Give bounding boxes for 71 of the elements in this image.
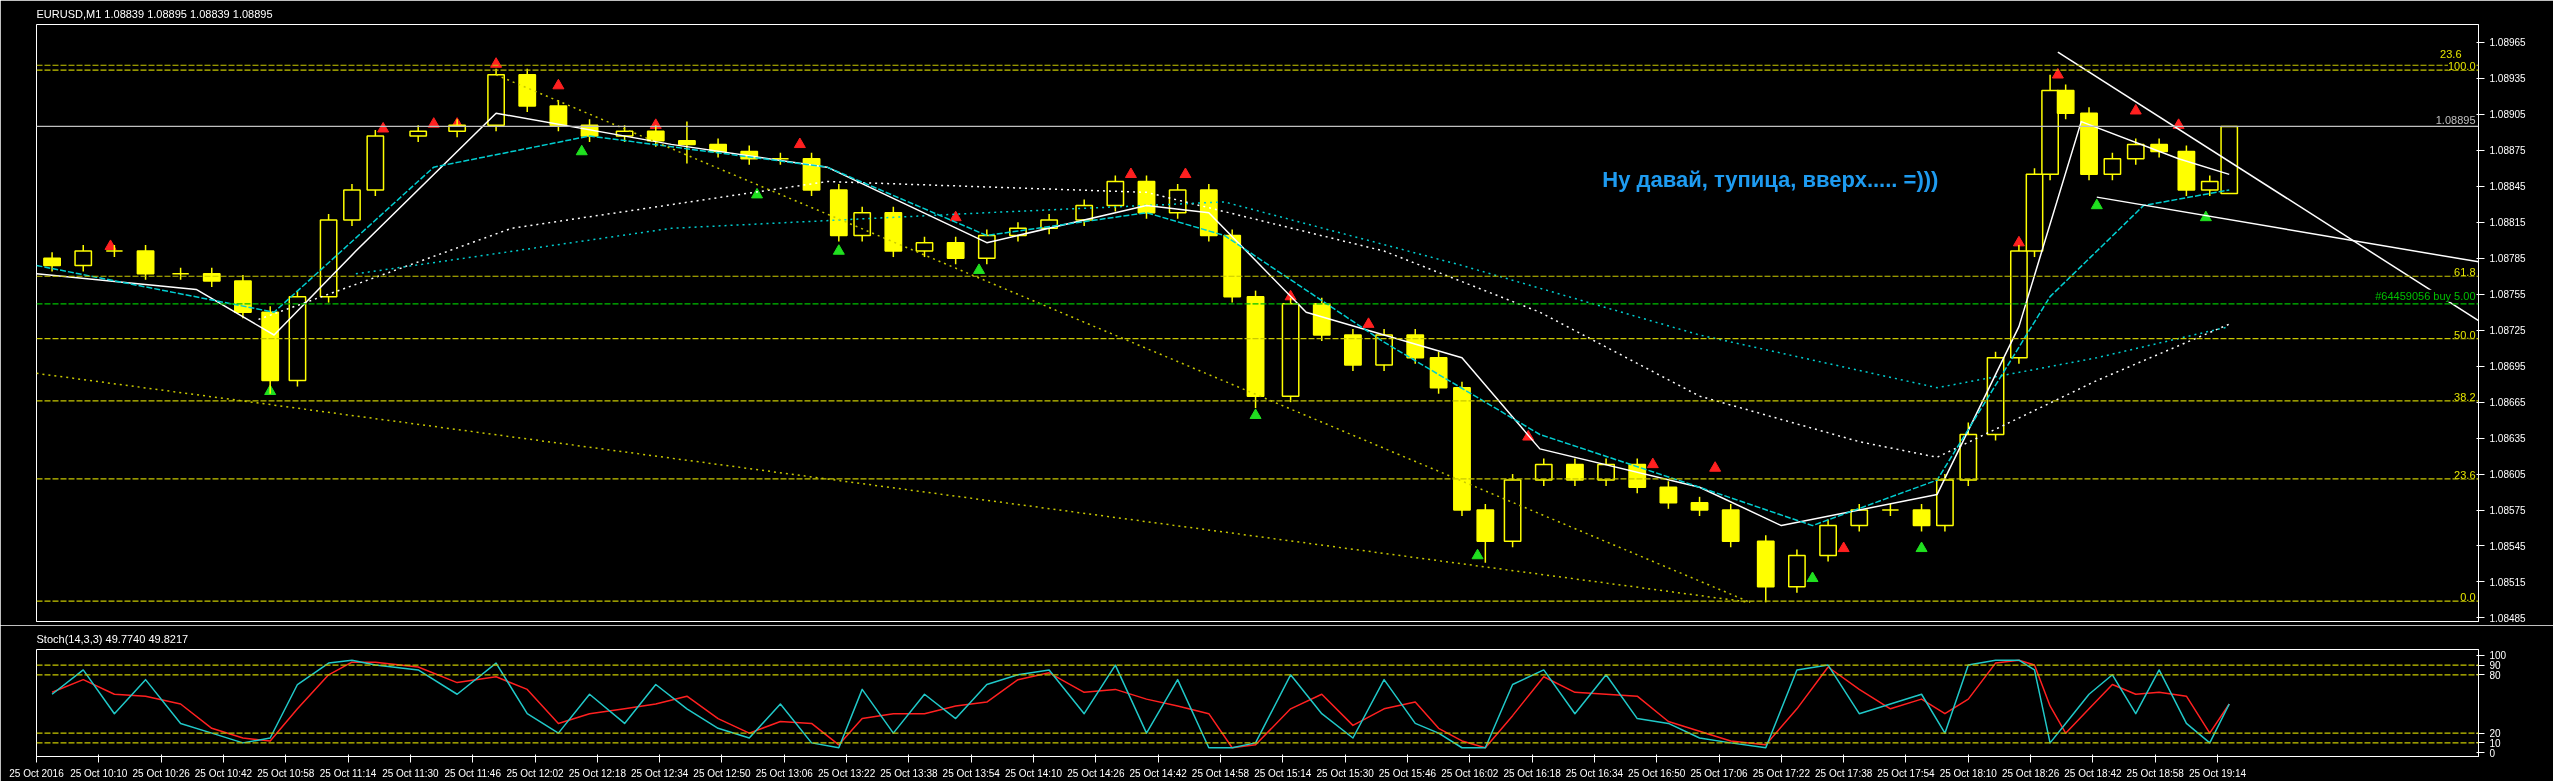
- annotation: 23.6: [2440, 48, 2462, 61]
- y-tick-label: 1.08695: [2489, 361, 2527, 373]
- y-tick-label: 20: [2489, 728, 2502, 740]
- annotation: 61.8: [2454, 266, 2476, 279]
- y-tick-label: 1.08575: [2489, 505, 2527, 517]
- y-tick-label: 80: [2489, 669, 2502, 681]
- annotation: 23.6: [2454, 468, 2476, 481]
- y-tick-label: 1.08545: [2489, 540, 2527, 552]
- x-tick-label: 25 Oct 19:14: [2188, 767, 2247, 779]
- annotation: Ну давай, тупица, вверх..... =))): [1602, 167, 1939, 193]
- x-tick-label: 25 Oct 12:34: [631, 767, 689, 779]
- x-tick-label: 25 Oct 2016: [9, 767, 65, 779]
- y-tick-label: 100: [2489, 650, 2507, 662]
- y-tick-label: 1.08485: [2489, 612, 2527, 624]
- x-tick-label: 25 Oct 14:42: [1129, 767, 1188, 779]
- y-tick-label: 1.08845: [2489, 181, 2527, 193]
- x-tick-label: 25 Oct 17:22: [1752, 767, 1811, 779]
- x-tick-label: 25 Oct 16:18: [1503, 767, 1562, 779]
- x-tick-label: 25 Oct 14:10: [1004, 767, 1063, 779]
- annotation: 38.2: [2454, 390, 2476, 403]
- x-tick-label: 25 Oct 15:46: [1378, 767, 1437, 779]
- x-tick-label: 25 Oct 12:02: [506, 767, 565, 779]
- x-tick-label: 25 Oct 16:50: [1628, 767, 1686, 779]
- x-tick-label: 25 Oct 13:54: [942, 767, 1001, 779]
- y-tick-label: 1.08785: [2489, 253, 2527, 265]
- annotation: 0.0: [2460, 591, 2476, 604]
- x-tick-label: 25 Oct 11:30: [382, 767, 440, 779]
- x-tick-label: 25 Oct 11:46: [444, 767, 502, 779]
- annotation: 100.0: [2447, 60, 2476, 73]
- y-tick-label: 1.08665: [2489, 397, 2527, 409]
- x-tick-label: 25 Oct 14:26: [1067, 767, 1125, 779]
- x-tick-label: 25 Oct 15:14: [1254, 767, 1312, 779]
- y-tick-label: 10: [2489, 737, 2502, 749]
- x-tick-label: 25 Oct 11:14: [319, 767, 377, 779]
- y-tick-label: 1.08815: [2489, 217, 2527, 229]
- annotation: 50.0: [2454, 328, 2476, 341]
- y-tick-label: 1.08965: [2489, 37, 2527, 49]
- x-tick-label: 25 Oct 16:34: [1565, 767, 1624, 779]
- y-tick-label: 90: [2489, 660, 2502, 672]
- y-tick-label: 1.08635: [2489, 433, 2527, 445]
- x-tick-label: 25 Oct 12:50: [693, 767, 752, 779]
- x-tick-label: 25 Oct 10:26: [132, 767, 191, 779]
- x-tick-label: 25 Oct 17:54: [1877, 767, 1936, 779]
- y-tick-label: 1.08605: [2489, 469, 2527, 481]
- x-tick-label: 25 Oct 18:10: [1939, 767, 1998, 779]
- x-tick-label: 25 Oct 13:22: [817, 767, 876, 779]
- y-tick-label: 1.08935: [2489, 73, 2527, 85]
- x-tick-label: 25 Oct 18:26: [2001, 767, 2060, 779]
- x-tick-label: 25 Oct 17:06: [1690, 767, 1749, 779]
- x-tick-label: 25 Oct 13:06: [755, 767, 814, 779]
- x-tick-label: 25 Oct 10:58: [257, 767, 315, 779]
- y-tick-label: 0: [2489, 747, 2496, 759]
- ref-line-label: 1.08895: [2435, 114, 2476, 127]
- x-tick-label: 25 Oct 18:58: [2126, 767, 2185, 779]
- y-tick-label: 1.08875: [2489, 145, 2527, 157]
- chart-title: Stoch(14,3,3) 49.7740 49.8217: [36, 632, 189, 645]
- chart-title: EURUSD,M1 1.08839 1.08895 1.08839 1.08895: [36, 7, 273, 20]
- x-tick-label: 25 Oct 13:38: [880, 767, 938, 779]
- y-tick-label: 1.08755: [2489, 289, 2527, 301]
- x-tick-label: 25 Oct 18:42: [2064, 767, 2122, 779]
- x-tick-label: 25 Oct 17:38: [1815, 767, 1873, 779]
- x-tick-label: 25 Oct 10:10: [70, 767, 128, 779]
- x-tick-label: 25 Oct 12:18: [568, 767, 627, 779]
- y-tick-label: 1.08905: [2489, 109, 2527, 121]
- y-tick-label: 1.08725: [2489, 325, 2527, 337]
- x-tick-label: 25 Oct 15:30: [1316, 767, 1375, 779]
- y-tick-label: 1.08515: [2489, 576, 2527, 588]
- x-tick-label: 25 Oct 10:42: [194, 767, 253, 779]
- ref-line-label: #64459056 buy 5.00: [2375, 289, 2476, 302]
- x-tick-label: 25 Oct 16:02: [1441, 767, 1499, 779]
- x-tick-label: 25 Oct 14:58: [1191, 767, 1250, 779]
